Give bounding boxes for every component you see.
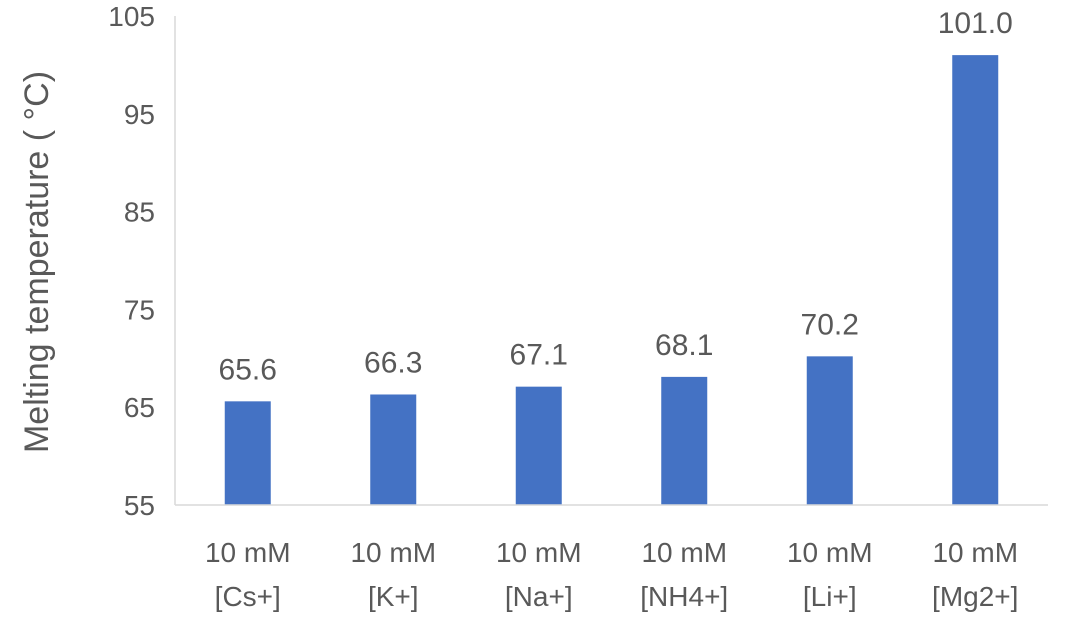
x-category-label: [Mg2+] (932, 581, 1018, 612)
y-tick-label: 75 (124, 294, 155, 325)
bar (952, 55, 999, 506)
data-label: 67.1 (510, 339, 568, 372)
bar (515, 386, 562, 505)
data-label: 70.2 (801, 308, 859, 341)
x-category-label: 10 mM (932, 537, 1018, 568)
bar (661, 376, 708, 505)
x-category-label: 10 mM (496, 537, 582, 568)
y-tick-label: 55 (124, 490, 155, 521)
y-tick-label: 105 (108, 1, 155, 32)
data-label: 101.0 (938, 7, 1013, 40)
bar (370, 394, 417, 505)
y-tick-label: 65 (124, 392, 155, 423)
y-tick-label: 85 (124, 197, 155, 228)
bar (806, 356, 853, 505)
x-category-label: [K+] (368, 581, 419, 612)
bar (224, 401, 271, 505)
x-category-label: [Li+] (803, 581, 857, 612)
data-label: 68.1 (655, 329, 713, 362)
x-category-label: [Na+] (505, 581, 573, 612)
y-tick-label: 95 (124, 99, 155, 130)
x-category-label: 10 mM (350, 537, 436, 568)
bars-group (224, 55, 999, 506)
x-category-label: [Cs+] (215, 581, 281, 612)
x-axis-labels: 10 mM [Cs+] 10 mM [K+] 10 mM [Na+] 10 mM [NH4+]… (205, 537, 1018, 612)
data-label: 66.3 (364, 346, 422, 379)
x-category-label: 10 mM (641, 537, 727, 568)
data-labels-group: 65.6 66.3 67.1 68.1 70.2 101.0 (219, 7, 1013, 386)
y-axis-ticks: 55 65 75 85 95 105 (108, 1, 155, 521)
x-category-label: 10 mM (787, 537, 873, 568)
y-axis-title: Melting temperature ( °C) (18, 71, 56, 453)
x-category-label: 10 mM (205, 537, 291, 568)
data-label: 65.6 (219, 353, 277, 386)
x-category-label: [NH4+] (640, 581, 728, 612)
